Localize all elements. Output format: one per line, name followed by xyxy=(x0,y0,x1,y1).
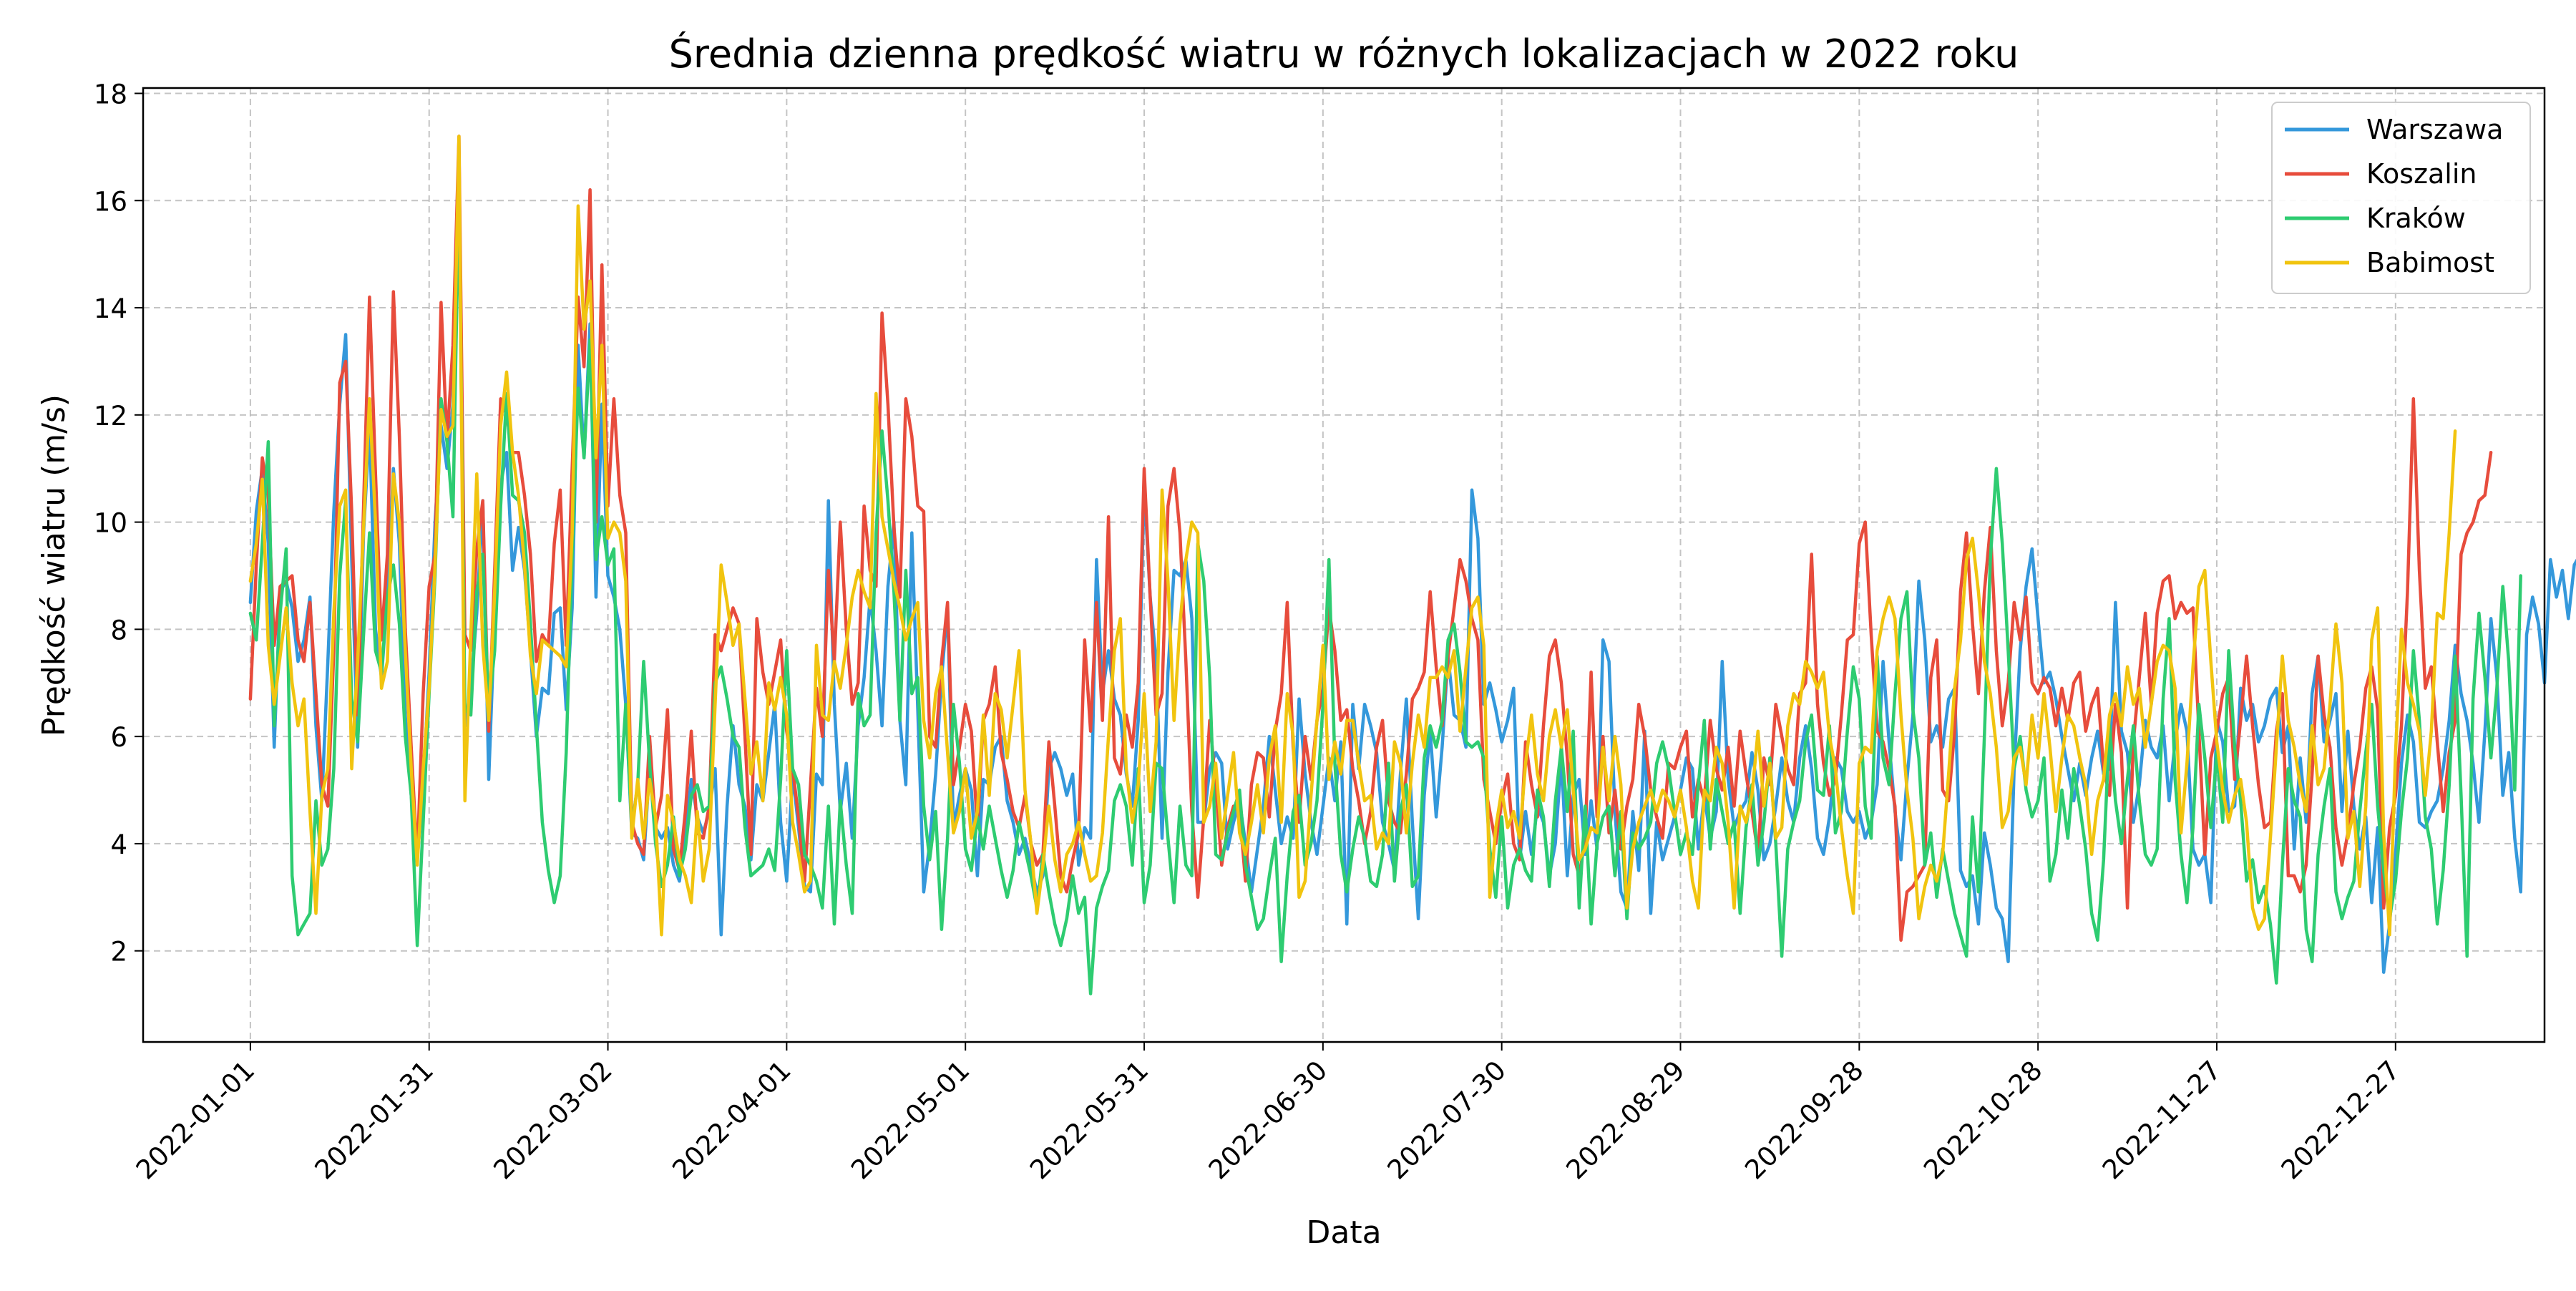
y-axis: 2 4 6 8 10 12 14 16 18 xyxy=(94,79,143,968)
y-tick-label: 10 xyxy=(94,508,127,539)
legend-label: Warszawa xyxy=(2366,114,2503,145)
y-tick-label: 4 xyxy=(110,829,127,860)
y-tick-label: 2 xyxy=(110,937,127,968)
plot-frame xyxy=(142,87,2546,1043)
series-line-babimost xyxy=(248,135,2457,937)
chart-title: Średnia dzienna prędkość wiatru w różnyc… xyxy=(669,31,2019,77)
y-tick-label: 14 xyxy=(94,293,127,324)
y-tick-label: 18 xyxy=(94,79,127,109)
legend-label: Babimost xyxy=(2366,247,2494,278)
legend-box xyxy=(2271,102,2531,294)
legend-label: Koszalin xyxy=(2366,158,2477,190)
y-tick-label: 6 xyxy=(110,722,127,753)
y-tick-label: 16 xyxy=(94,186,127,217)
y-axis-label: Prędkość wiatru (m/s) xyxy=(36,394,72,736)
series-line-koszalin xyxy=(248,135,2493,942)
y-tick-label: 12 xyxy=(94,401,127,432)
legend-label: Kraków xyxy=(2366,203,2466,234)
legend: Warszawa Koszalin Kraków Babimost xyxy=(2271,102,2531,294)
series-lines xyxy=(248,135,2576,995)
x-axis-label: Data xyxy=(1306,1214,1381,1251)
y-tick-label: 8 xyxy=(110,615,127,646)
